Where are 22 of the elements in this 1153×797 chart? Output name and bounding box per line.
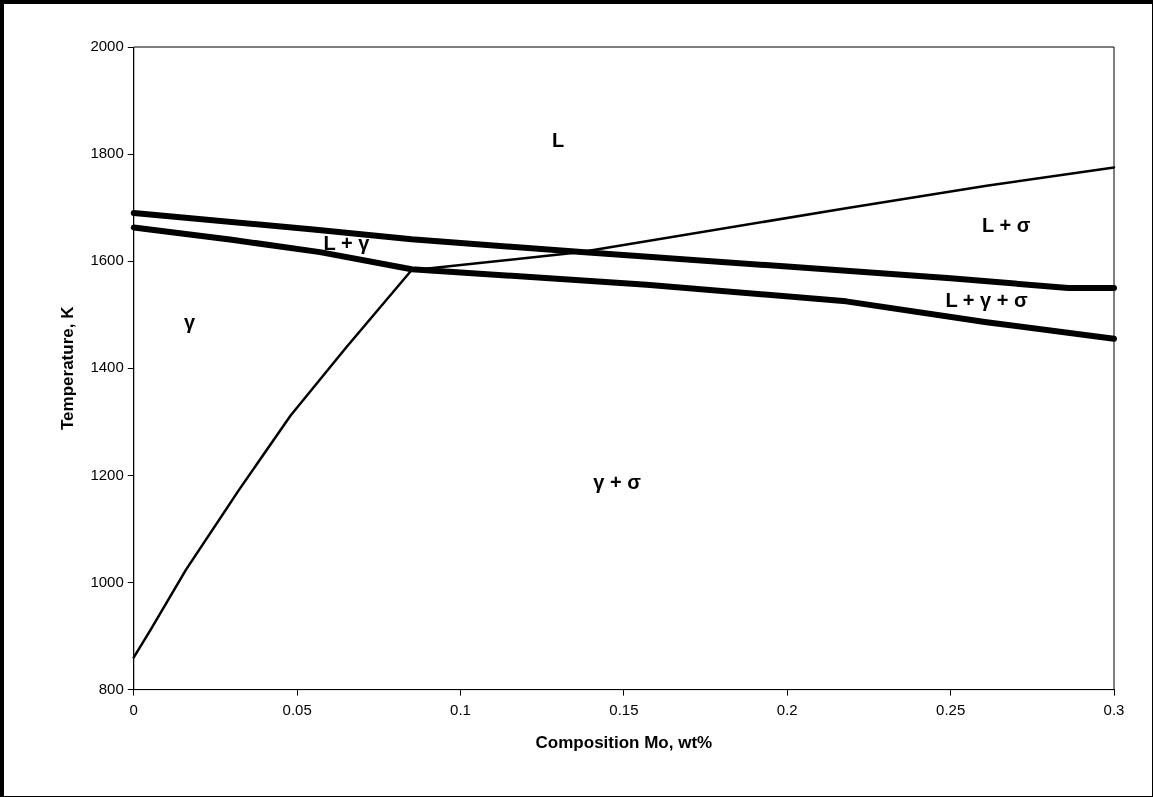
annotation: γ — [184, 310, 197, 333]
annotation: L — [552, 128, 565, 151]
y-tick-label: 1800 — [90, 144, 124, 162]
x-tick-label: 0.2 — [776, 700, 798, 718]
x-tick-label: 0.05 — [282, 700, 312, 718]
annotation: γ + σ — [593, 470, 642, 493]
y-axis-title: Temperature, K — [57, 305, 77, 431]
y-tick-label: 1000 — [90, 572, 124, 590]
annotation: L + γ — [323, 232, 371, 255]
y-tick-label: 800 — [98, 679, 124, 697]
x-tick-label: 0 — [129, 700, 138, 718]
y-tick-label: 1600 — [90, 251, 124, 269]
annotation: L + γ + σ — [945, 288, 1029, 311]
y-tick-label: 1200 — [90, 465, 124, 483]
x-tick-label: 0.3 — [1103, 700, 1125, 718]
x-tick-label: 0.1 — [450, 700, 471, 718]
y-tick-label: 1400 — [90, 358, 124, 376]
x-tick-label: 0.15 — [609, 700, 639, 718]
y-tick-label: 2000 — [90, 37, 124, 55]
x-axis-title: Composition Mo, wt% — [535, 733, 713, 753]
annotation: L + σ — [982, 214, 1031, 237]
x-tick-label: 0.25 — [936, 700, 966, 718]
